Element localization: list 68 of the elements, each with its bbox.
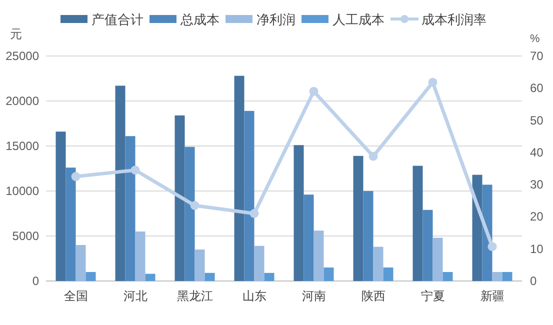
bar — [492, 272, 502, 281]
x-tick-label: 全国 — [64, 289, 88, 303]
y2-tick-label: 40 — [530, 145, 544, 160]
x-tick-label: 陕西 — [361, 289, 386, 303]
x-tick-label: 河北 — [123, 289, 148, 303]
y-tick-label: 20000 — [6, 94, 40, 108]
bar — [502, 272, 512, 281]
bar — [115, 86, 126, 281]
point — [250, 209, 259, 218]
bar — [294, 145, 304, 281]
point — [71, 172, 80, 182]
y2-tick-label: 10 — [530, 242, 544, 256]
y2-tick-label: 0 — [530, 274, 537, 288]
x-tick-label: 河南 — [302, 289, 326, 303]
y-tick-label: 5000 — [12, 229, 40, 243]
bar — [363, 191, 374, 281]
bar — [353, 156, 364, 281]
bar — [373, 246, 384, 281]
y-tick-label: 10000 — [6, 184, 40, 198]
x-tick-label: 山东 — [242, 289, 266, 303]
y-tick-label: 15000 — [6, 139, 40, 153]
bar — [442, 272, 453, 281]
bar — [76, 245, 86, 281]
bar — [244, 110, 254, 281]
legend-label: 产值合计 — [92, 12, 144, 27]
bar — [86, 272, 96, 281]
x-tick-label: 宁夏 — [420, 289, 445, 303]
legend-label: 成本利润率 — [422, 12, 486, 27]
bar — [174, 115, 185, 281]
legend-label: 人工成本 — [332, 12, 384, 27]
y2-tick-label: 60 — [530, 81, 544, 96]
bar — [383, 268, 394, 281]
y2-tick-label: 30 — [530, 178, 544, 192]
bar — [472, 174, 482, 281]
legend-label: 净利润 — [256, 12, 296, 27]
y2-tick-label: 50 — [530, 113, 544, 128]
bar — [254, 246, 264, 281]
bar — [324, 268, 334, 281]
bar — [422, 210, 433, 281]
point — [309, 86, 318, 96]
bar — [184, 146, 195, 281]
y2-tick-label: 70 — [530, 49, 544, 63]
bar — [432, 238, 443, 281]
y2-axis-title: % — [530, 33, 540, 45]
y-tick-label: 25000 — [6, 49, 40, 63]
bar — [264, 272, 274, 281]
bar — [304, 194, 314, 281]
bar — [314, 230, 324, 281]
x-tick-label: 新疆 — [480, 289, 504, 303]
bar — [56, 132, 66, 281]
bar — [194, 250, 205, 281]
point — [368, 152, 378, 161]
point — [190, 200, 200, 210]
bar — [145, 274, 156, 281]
bar — [412, 166, 423, 281]
bar — [66, 168, 76, 281]
y-axis-title: 元 — [10, 27, 22, 41]
point — [488, 242, 497, 252]
bar — [125, 136, 136, 281]
x-tick-label: 黑龙江 — [176, 289, 213, 303]
y-tick-label: 0 — [32, 274, 40, 288]
bar — [234, 76, 244, 281]
bar — [135, 232, 146, 281]
point — [130, 166, 140, 175]
bar — [204, 272, 215, 281]
point — [428, 78, 438, 87]
legend-label: 总成本 — [180, 12, 220, 27]
y2-tick-label: 20 — [530, 210, 544, 224]
